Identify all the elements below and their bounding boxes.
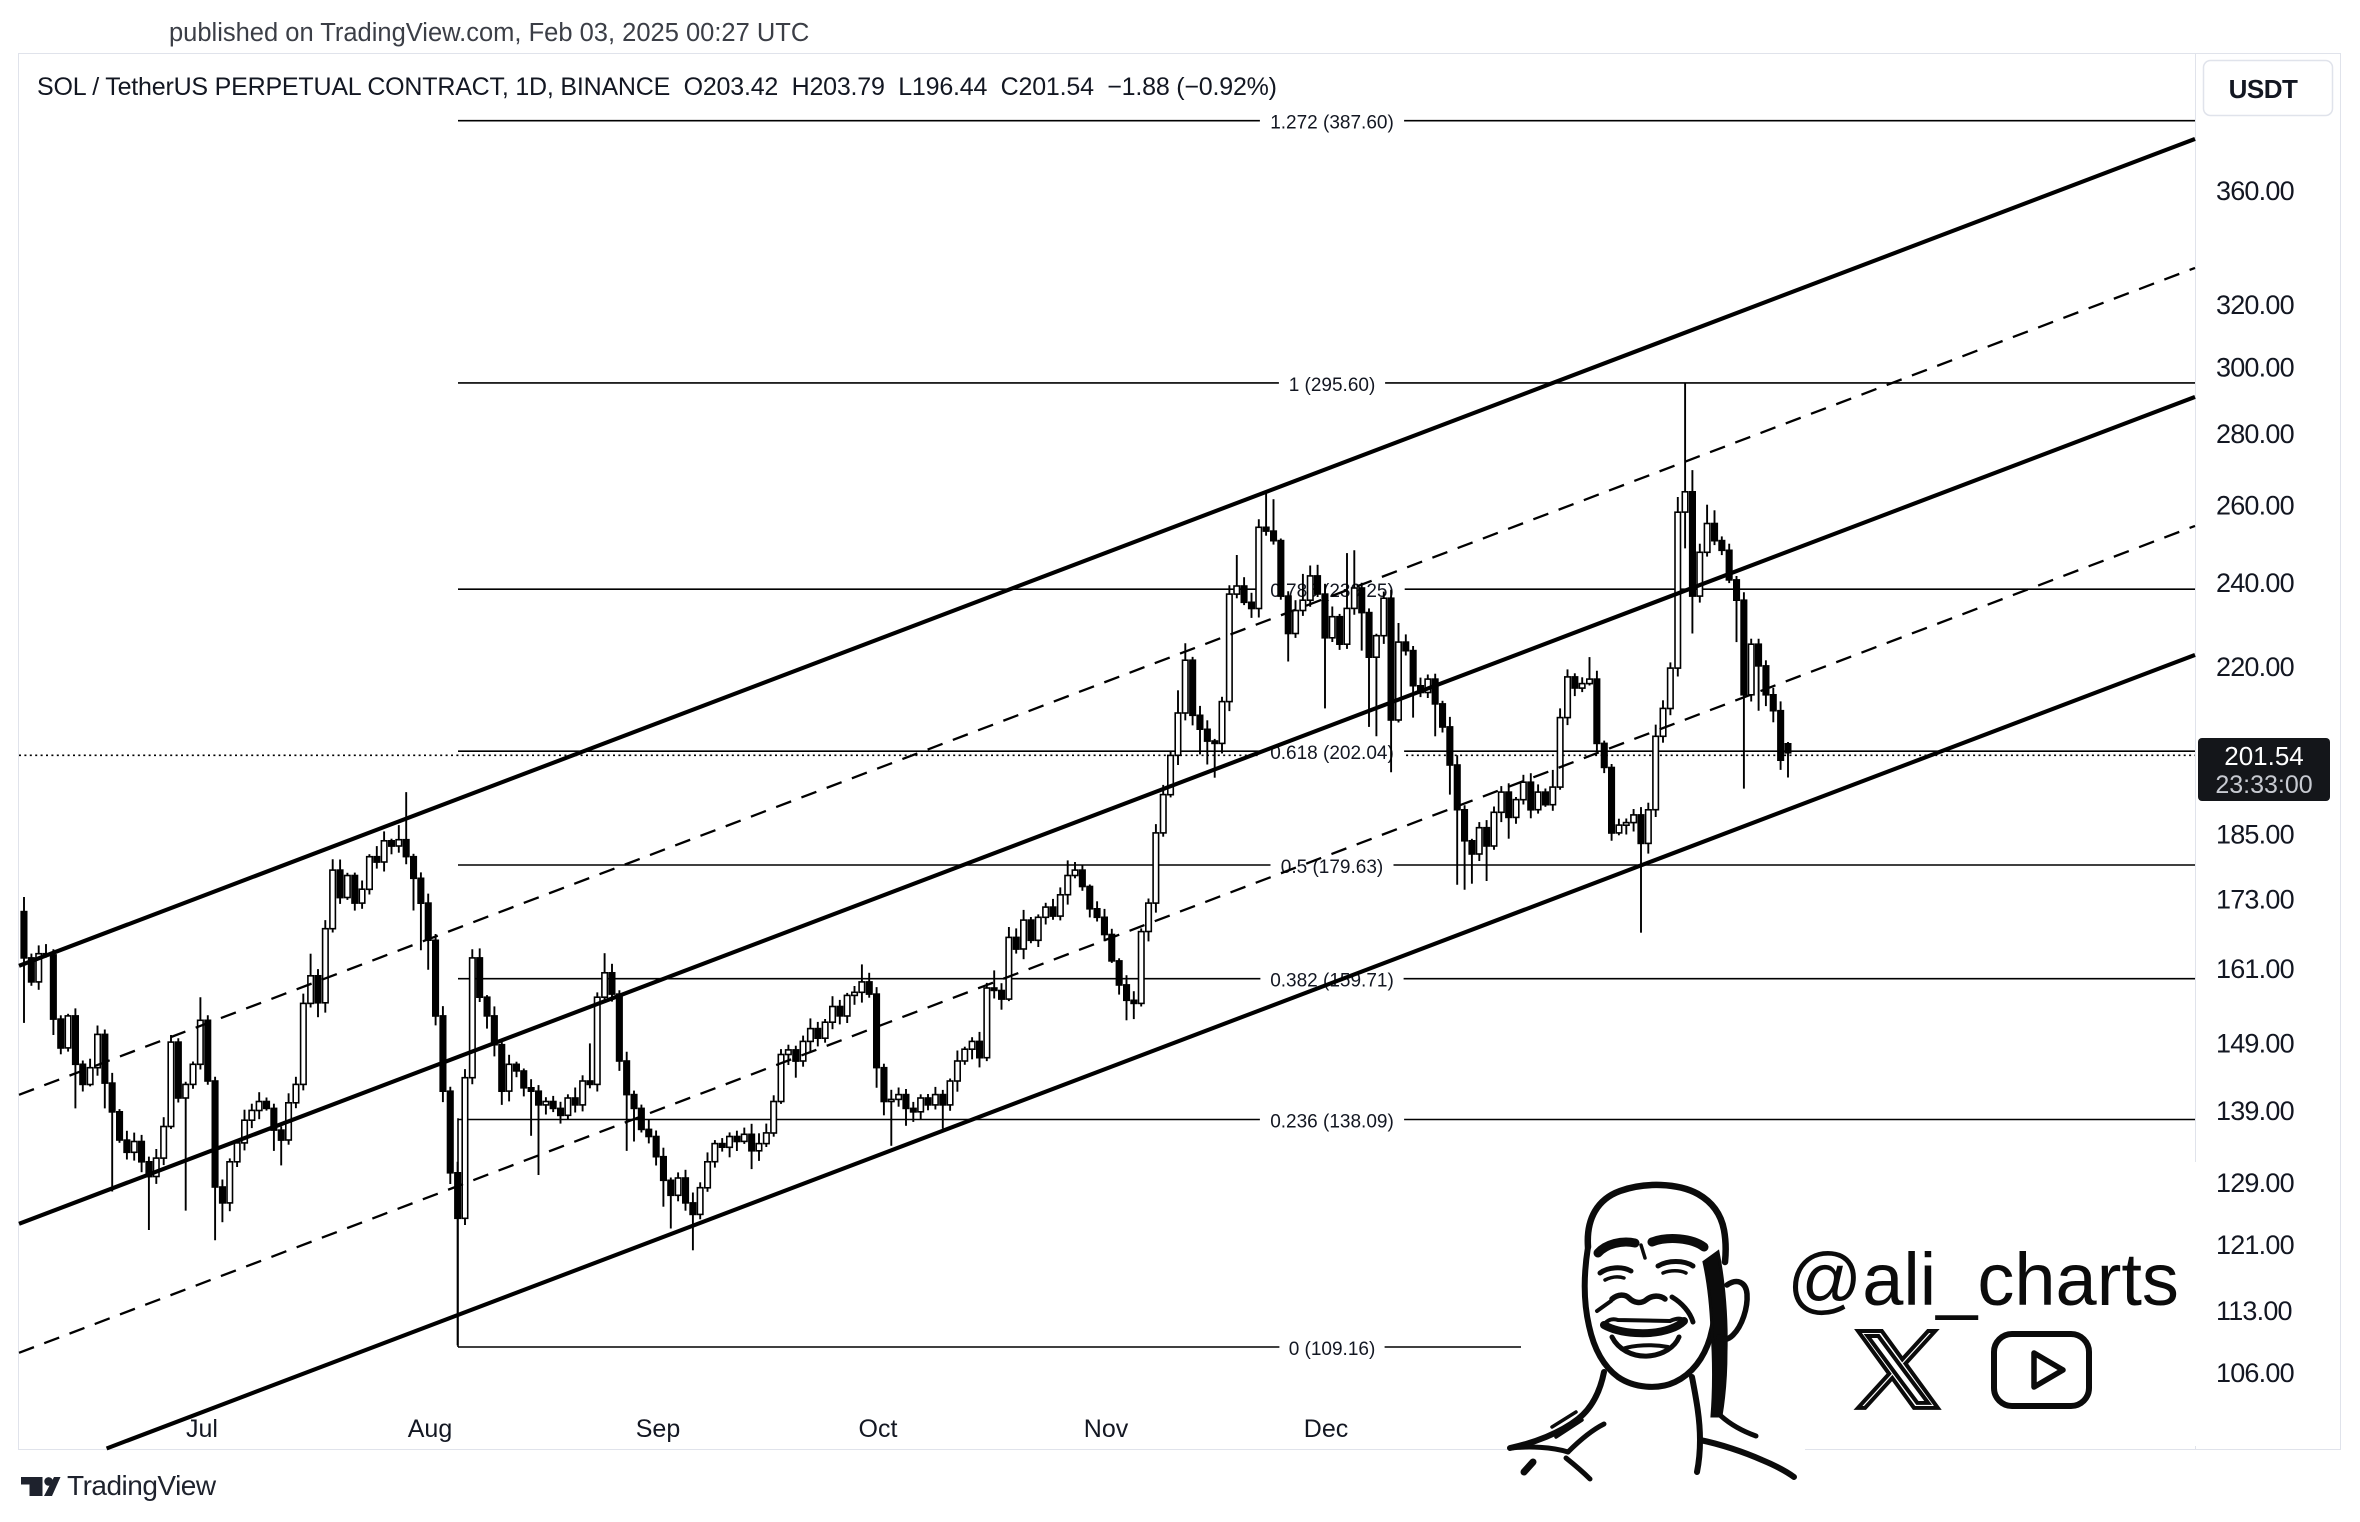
svg-text:Jul: Jul <box>186 1415 218 1443</box>
svg-text:0.5 (179.63): 0.5 (179.63) <box>1281 857 1383 878</box>
svg-text:173.00: 173.00 <box>2216 884 2294 914</box>
svg-text:Nov: Nov <box>1084 1415 1129 1443</box>
svg-text:Oct: Oct <box>859 1415 898 1443</box>
svg-text:139.00: 139.00 <box>2216 1096 2294 1126</box>
svg-text:SOL / TetherUS PERPETUAL CONTR: SOL / TetherUS PERPETUAL CONTRACT, 1D, B… <box>37 73 1277 101</box>
svg-text:Dec: Dec <box>1304 1415 1348 1443</box>
svg-text:129.00: 129.00 <box>2216 1168 2294 1198</box>
svg-text:121.00: 121.00 <box>2216 1230 2294 1260</box>
svg-text:published on TradingView.com,: published on TradingView.com, Feb 03, 20… <box>169 19 809 47</box>
svg-text:161.00: 161.00 <box>2216 954 2294 984</box>
svg-text:0.618 (202.04): 0.618 (202.04) <box>1270 743 1394 764</box>
svg-text:1 (295.60): 1 (295.60) <box>1289 375 1376 396</box>
svg-text:280.00: 280.00 <box>2216 419 2294 449</box>
svg-text:360.00: 360.00 <box>2216 176 2294 206</box>
svg-text:149.00: 149.00 <box>2216 1029 2294 1059</box>
svg-text:Sep: Sep <box>636 1415 680 1443</box>
svg-text:Aug: Aug <box>408 1415 452 1443</box>
svg-text:300.00: 300.00 <box>2216 352 2294 382</box>
svg-text:1.272 (387.60): 1.272 (387.60) <box>1270 113 1394 134</box>
svg-text:240.00: 240.00 <box>2216 568 2294 598</box>
svg-text:@ali_charts: @ali_charts <box>1787 1238 2179 1321</box>
svg-text:0.236 (138.09): 0.236 (138.09) <box>1270 1112 1394 1133</box>
svg-text:220.00: 220.00 <box>2216 652 2294 682</box>
svg-text:106.00: 106.00 <box>2216 1358 2294 1388</box>
svg-text:185.00: 185.00 <box>2216 820 2294 850</box>
svg-text:USDT: USDT <box>2229 74 2298 104</box>
svg-text:TradingView: TradingView <box>67 1470 217 1501</box>
svg-text:0 (109.16): 0 (109.16) <box>1289 1339 1376 1360</box>
svg-text:320.00: 320.00 <box>2216 290 2294 320</box>
svg-text:113.00: 113.00 <box>2216 1296 2292 1326</box>
svg-text:23:33:00: 23:33:00 <box>2215 771 2312 799</box>
svg-text:260.00: 260.00 <box>2216 491 2294 521</box>
svg-text:201.54: 201.54 <box>2224 741 2304 771</box>
